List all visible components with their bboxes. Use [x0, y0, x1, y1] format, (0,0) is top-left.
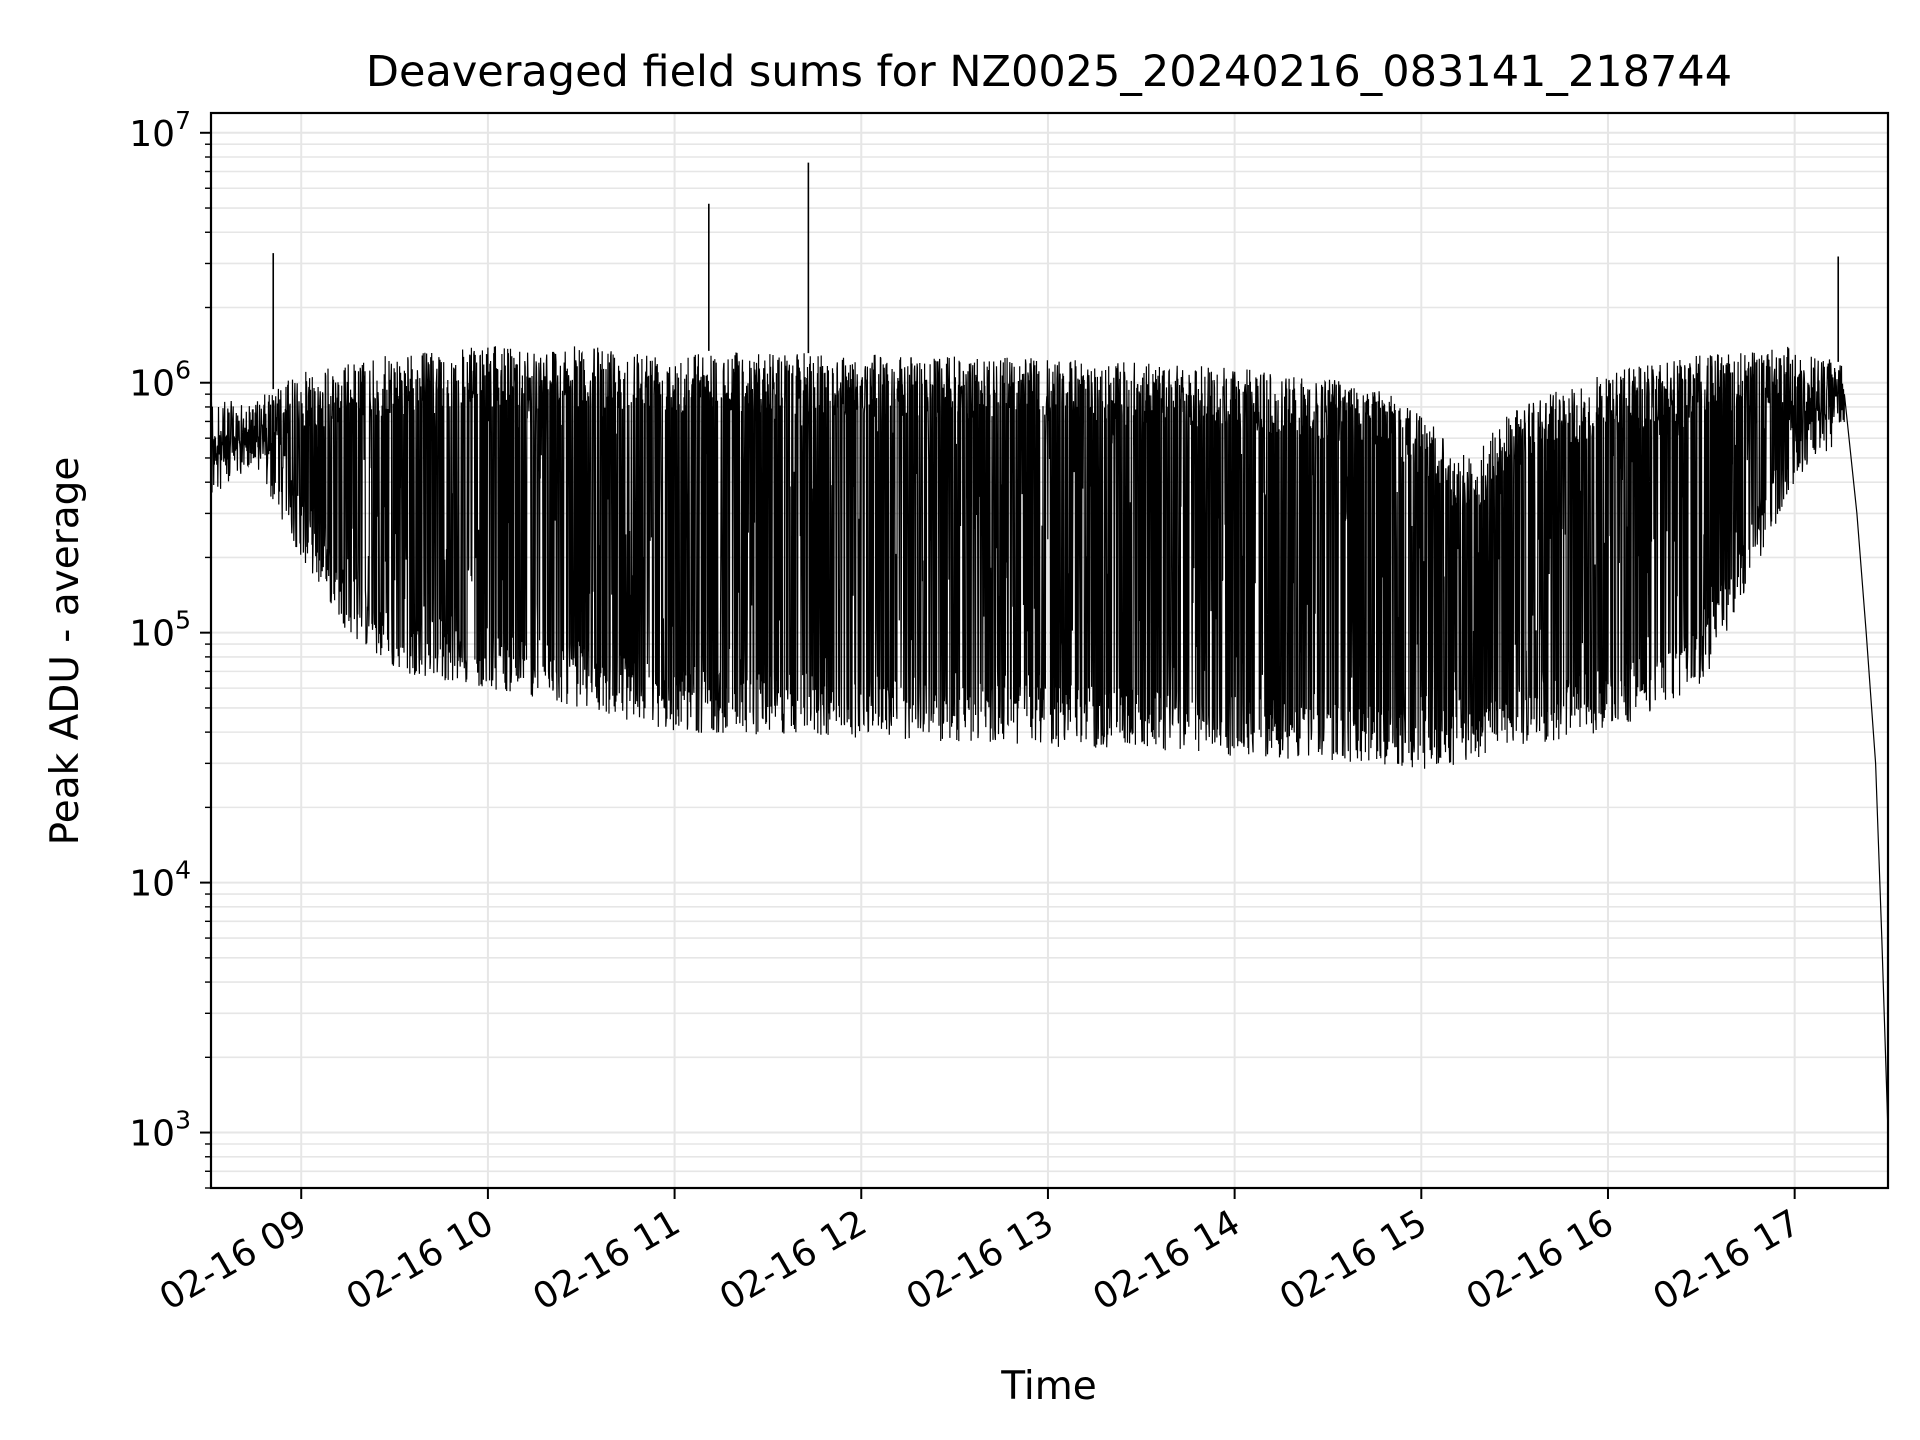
y-tick-label: 107 [129, 106, 191, 155]
y-tick-label: 105 [129, 606, 191, 655]
series-line [211, 346, 1888, 1133]
plot-frame [209, 111, 1890, 1190]
data-series [211, 162, 1888, 1133]
y-axis-label: Peak ADU - average [43, 457, 88, 846]
y-tick-label: 103 [129, 1106, 191, 1155]
y-tick-label: 104 [129, 856, 191, 905]
chart-title: Deaveraged field sums for NZ0025_2024021… [366, 47, 1732, 97]
x-axis-label: Time [1000, 1364, 1096, 1409]
y-tick-label: 106 [129, 356, 191, 405]
